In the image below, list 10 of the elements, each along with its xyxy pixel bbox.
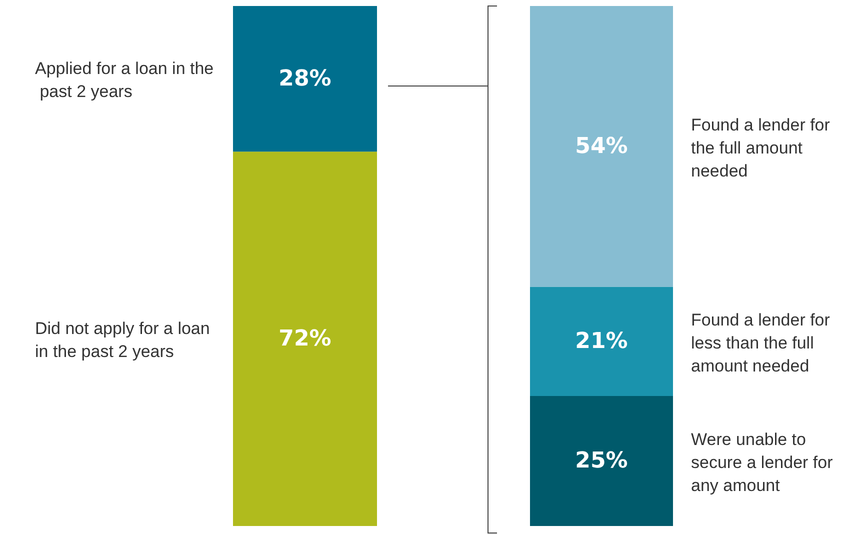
data-label: 25% [575,448,628,474]
data-label: 54% [575,134,628,159]
series-label: Did not apply for a loan in the past 2 years [35,318,215,361]
data-label: 21% [575,328,628,354]
data-label: 72% [278,326,332,352]
series-label: Were unable to secure a lender for any amount [691,430,838,495]
data-label: 28% [278,66,332,92]
series-label: Found a lender for less than the full amount needed [691,310,835,376]
series-label: Found a lender for the full amount needed [691,115,835,180]
series-label: Applied for a loan in the past 2 years [35,58,214,101]
